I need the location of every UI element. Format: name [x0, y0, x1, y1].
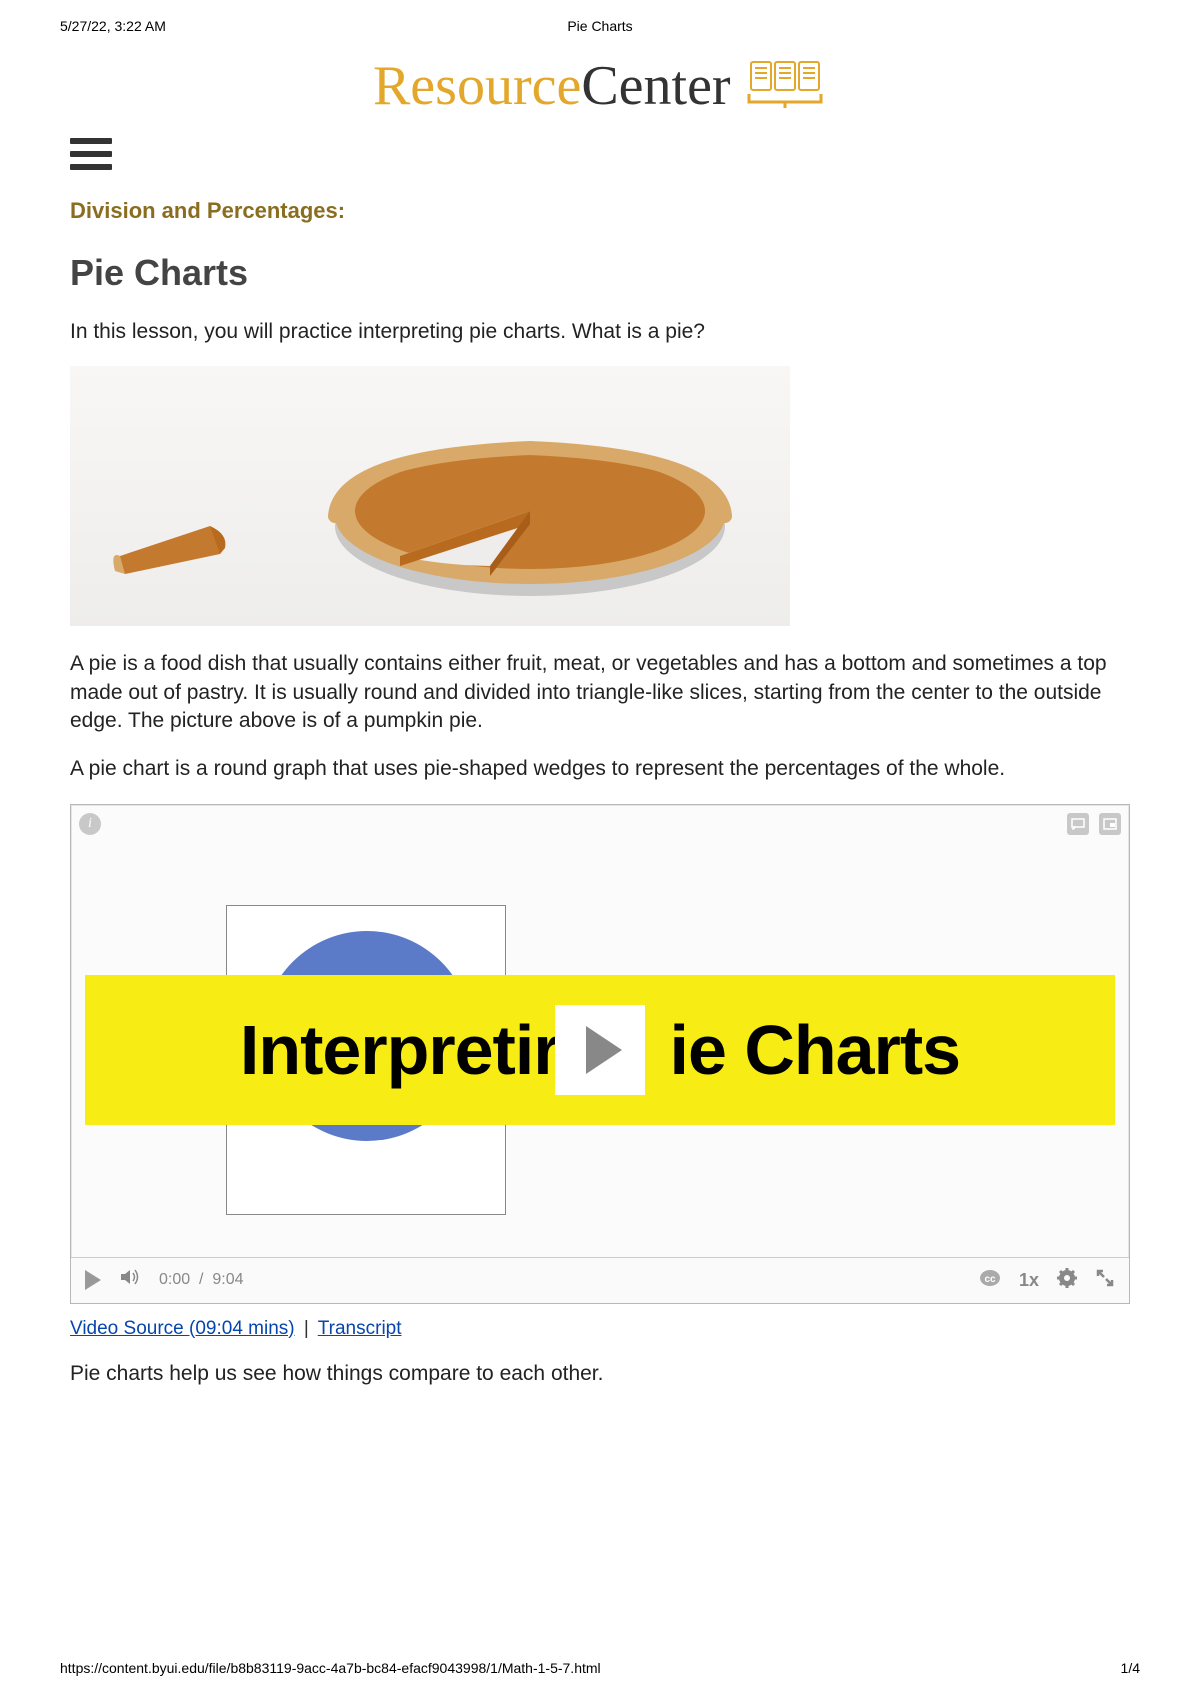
closing-paragraph: Pie charts help us see how things compar… — [70, 1360, 1130, 1388]
play-button[interactable] — [555, 1005, 645, 1095]
time-separator: / — [199, 1271, 203, 1288]
video-controls: 0:00 / 9:04 cc 1x — [71, 1257, 1129, 1303]
link-separator: | — [304, 1318, 309, 1339]
paragraph-3: A pie chart is a round graph that uses p… — [70, 755, 1130, 783]
footer-url: https://content.byui.edu/file/b8b83119-9… — [60, 1660, 601, 1676]
captions-icon[interactable]: cc — [979, 1269, 1001, 1292]
svg-text:cc: cc — [984, 1274, 996, 1285]
page-indicator: 1/4 — [1121, 1660, 1140, 1676]
logo-word-1: Resource — [373, 54, 581, 118]
info-icon[interactable]: i — [79, 813, 101, 835]
video-time: 0:00 / 9:04 — [159, 1271, 244, 1289]
video-player: i Interpretir ie Charts — [70, 804, 1130, 1304]
speed-control[interactable]: 1x — [1019, 1270, 1039, 1291]
video-source-link[interactable]: Video Source (09:04 mins) — [70, 1318, 295, 1339]
banner-text-right: ie Charts — [670, 1010, 961, 1090]
intro-paragraph: In this lesson, you will practice interp… — [70, 318, 1130, 346]
section-label: Division and Percentages: — [70, 198, 1130, 224]
play-control-icon[interactable] — [85, 1270, 101, 1290]
banner-text-left: Interpretir — [240, 1010, 560, 1090]
menu-button[interactable] — [70, 138, 112, 170]
video-links: Video Source (09:04 mins) | Transcript — [70, 1318, 1130, 1340]
current-time: 0:00 — [159, 1271, 190, 1288]
settings-icon[interactable] — [1057, 1268, 1077, 1293]
print-timestamp: 5/27/22, 3:22 AM — [60, 18, 166, 34]
logo-word-2: Center — [581, 54, 730, 118]
site-logo: ResourceCenter — [0, 54, 1200, 118]
volume-icon[interactable] — [119, 1267, 141, 1293]
print-footer: https://content.byui.edu/file/b8b83119-9… — [60, 1660, 1140, 1676]
page-title: Pie Charts — [70, 252, 1130, 294]
print-doc-title: Pie Charts — [567, 18, 632, 34]
popout-icon[interactable] — [1099, 813, 1121, 835]
play-icon — [586, 1026, 622, 1074]
fullscreen-icon[interactable] — [1095, 1268, 1115, 1293]
documents-icon — [747, 58, 827, 115]
cast-icon[interactable] — [1067, 813, 1089, 835]
transcript-link[interactable]: Transcript — [318, 1318, 402, 1339]
pumpkin-pie-image — [70, 366, 790, 626]
duration: 9:04 — [212, 1271, 243, 1288]
paragraph-2: A pie is a food dish that usually contai… — [70, 650, 1130, 735]
